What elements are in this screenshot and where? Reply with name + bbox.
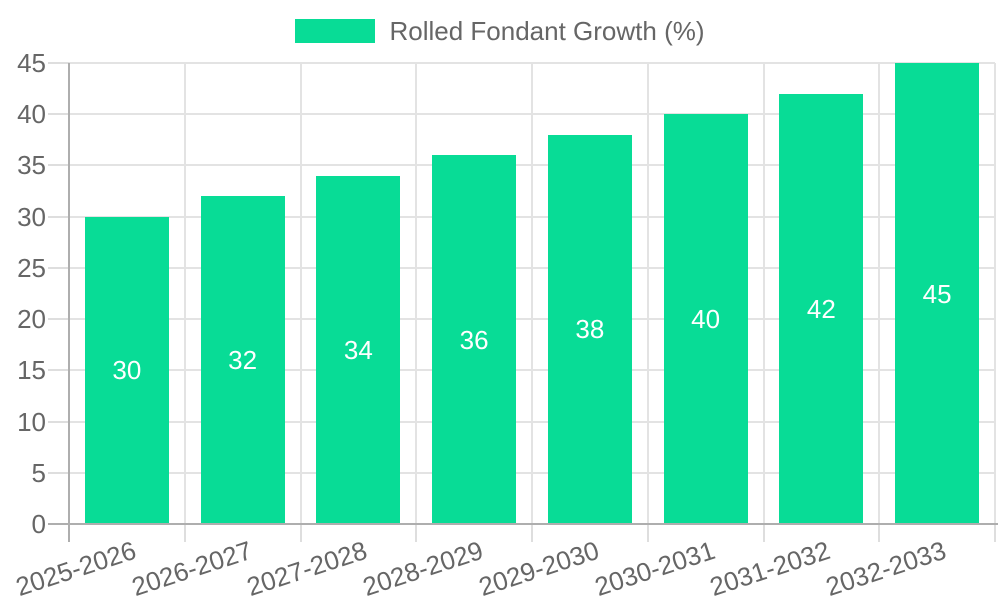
y-axis-label: 5	[31, 457, 46, 488]
y-tick-mark	[48, 215, 69, 218]
x-tick-mark	[646, 524, 649, 542]
bar	[779, 93, 864, 524]
bar	[200, 196, 285, 524]
y-tick-mark	[48, 369, 69, 372]
y-axis-label: 30	[17, 201, 46, 232]
bar	[895, 63, 980, 524]
bar	[663, 114, 748, 524]
y-axis-label: 25	[17, 252, 46, 283]
y-tick-mark	[48, 113, 69, 116]
y-axis-label: 0	[31, 509, 46, 539]
chart-legend: Rolled Fondant Growth (%)	[0, 16, 1000, 46]
x-tick-mark	[878, 524, 881, 542]
vertical-gridline	[299, 63, 302, 524]
bar-value-label: 45	[922, 278, 952, 309]
vertical-gridline	[994, 63, 996, 524]
y-axis-label: 45	[17, 48, 46, 78]
bar	[432, 155, 517, 524]
bar-value-label: 42	[806, 293, 836, 324]
legend-label: Rolled Fondant Growth (%)	[389, 16, 705, 46]
vertical-gridline	[878, 63, 881, 524]
bar-value-label: 30	[112, 355, 142, 386]
x-tick-mark	[415, 524, 418, 542]
bar-value-label: 40	[691, 304, 721, 335]
x-tick-mark	[299, 524, 302, 542]
x-tick-mark	[531, 524, 533, 542]
vertical-gridline	[762, 63, 765, 524]
x-tick-mark	[183, 524, 186, 542]
bar	[316, 175, 401, 524]
y-axis-label: 35	[17, 150, 46, 181]
vertical-gridline	[531, 63, 533, 524]
y-axis-label: 15	[17, 355, 46, 386]
y-axis-line	[68, 63, 70, 542]
bar-value-label: 38	[575, 314, 605, 345]
y-axis-label: 10	[17, 406, 46, 437]
y-axis-label: 20	[17, 304, 46, 335]
bar-value-label: 36	[459, 324, 489, 355]
x-axis-line	[48, 523, 998, 525]
legend-swatch	[295, 19, 376, 43]
x-tick-mark	[994, 524, 996, 542]
vertical-gridline	[415, 63, 418, 524]
vertical-gridline	[183, 63, 186, 524]
bar-value-label: 34	[343, 334, 373, 365]
vertical-gridline	[646, 63, 649, 524]
y-tick-mark	[48, 164, 69, 167]
legend-item[interactable]: Rolled Fondant Growth (%)	[295, 16, 705, 46]
bar-value-label: 32	[228, 345, 258, 376]
y-tick-mark	[48, 471, 69, 474]
bar	[84, 216, 169, 524]
y-tick-mark	[48, 266, 69, 269]
y-axis-label: 40	[17, 99, 46, 130]
y-tick-mark	[48, 420, 69, 423]
bar	[547, 134, 632, 524]
x-tick-mark	[762, 524, 765, 542]
y-tick-mark	[48, 318, 69, 321]
y-tick-mark	[48, 62, 69, 64]
